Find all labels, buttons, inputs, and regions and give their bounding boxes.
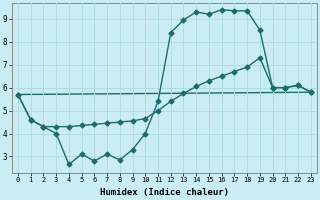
X-axis label: Humidex (Indice chaleur): Humidex (Indice chaleur) <box>100 188 229 197</box>
